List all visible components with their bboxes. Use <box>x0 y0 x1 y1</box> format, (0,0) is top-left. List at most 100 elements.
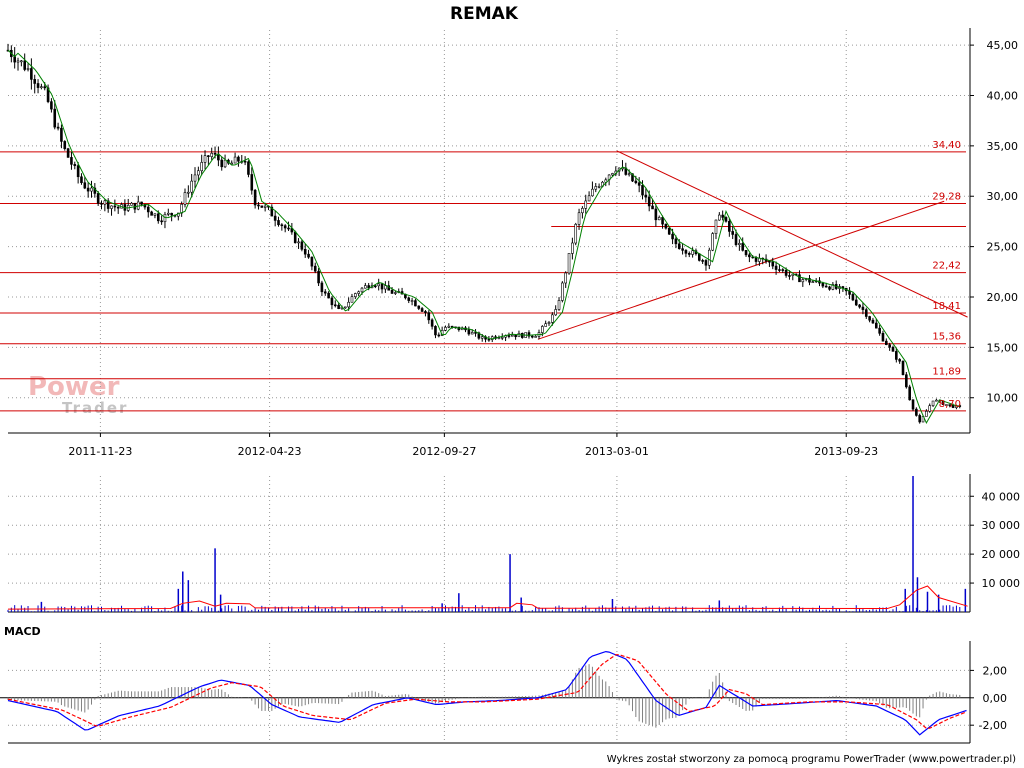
candle-body <box>50 101 53 110</box>
candle-body <box>741 243 745 251</box>
candle-body <box>470 332 474 335</box>
y-tick-label: 45,00 <box>987 39 1019 52</box>
candle-body <box>40 86 43 88</box>
candle-body <box>170 212 173 216</box>
candle-body <box>748 254 751 258</box>
candle-body <box>270 206 274 217</box>
candle-body <box>704 260 708 266</box>
y-tick-label: -2,00 <box>979 719 1007 732</box>
level-label: 15,36 <box>932 332 961 343</box>
candle-body <box>103 200 107 205</box>
candle-body <box>788 275 791 277</box>
candle-body <box>644 194 648 198</box>
candle-body <box>26 68 30 70</box>
candle-body <box>237 156 240 162</box>
candle-body <box>734 234 738 245</box>
candle-body <box>551 314 554 323</box>
candle-body <box>390 289 394 294</box>
candle-body <box>864 309 868 317</box>
candle-body <box>594 186 598 190</box>
candle-body <box>718 214 721 221</box>
candle-body <box>437 334 441 337</box>
candle-body <box>317 270 320 284</box>
candle-body <box>100 203 103 205</box>
candle-body <box>93 187 97 194</box>
candle-body <box>223 159 227 168</box>
candle-body <box>253 189 257 206</box>
candle-body <box>156 213 160 222</box>
candle-body <box>106 200 110 209</box>
candle-body <box>514 334 517 338</box>
candle-body <box>510 334 514 337</box>
candle-body <box>520 333 524 338</box>
candle-body <box>410 300 414 302</box>
candle-body <box>233 156 237 164</box>
candle-body <box>250 174 254 191</box>
candle-body <box>307 253 310 258</box>
candle-body <box>808 278 811 283</box>
candle-body <box>915 408 918 416</box>
trendline <box>616 150 968 318</box>
candle-body <box>631 173 634 182</box>
y-tick-label: 2,00 <box>983 664 1008 677</box>
candle-body <box>945 404 948 406</box>
candle-body <box>824 285 828 288</box>
candle-body <box>33 79 37 84</box>
candle-body <box>634 180 638 184</box>
candle-body <box>500 336 504 339</box>
y-tick-label: 10 000 <box>982 577 1021 590</box>
candle-body <box>407 297 411 301</box>
candle-body <box>885 340 888 346</box>
candle-body <box>868 316 871 321</box>
volume-bars <box>7 476 967 612</box>
candle-body <box>627 173 631 176</box>
candle-body <box>13 56 16 63</box>
candle-body <box>213 152 217 155</box>
candle-body <box>728 221 731 232</box>
footer-credit: Wykres został stworzony za pomocą progra… <box>607 754 1016 765</box>
candle-body <box>417 305 421 309</box>
candle-body <box>330 297 334 306</box>
candle-body <box>798 274 801 283</box>
y-tick-label: 25,00 <box>987 241 1019 254</box>
level-label: 11,89 <box>932 367 961 378</box>
candle-body <box>207 155 210 157</box>
candle-body <box>898 359 901 362</box>
candle-body <box>30 68 33 80</box>
candle-body <box>53 108 57 128</box>
candle-body <box>420 308 424 312</box>
candle-body <box>597 186 601 188</box>
candle-body <box>360 287 364 293</box>
candle-body <box>527 332 531 337</box>
logo-line2: Trader <box>62 399 128 417</box>
candle-body <box>210 152 214 157</box>
candle-body <box>187 191 190 194</box>
candle-body <box>828 286 831 290</box>
candle-body <box>20 60 23 63</box>
price-axis: 45,00 40,00 35,00 30,00 25,00 20,00 15,00 10,00 <box>970 39 1018 405</box>
candle-body <box>86 187 90 192</box>
candle-body <box>544 323 547 327</box>
candle-body <box>230 162 234 165</box>
candle-body <box>664 223 668 229</box>
candle-body <box>744 250 748 256</box>
powertrader-logo: Power Trader <box>28 372 128 417</box>
candle-body <box>928 405 932 412</box>
level-labels: 34,40 29,28 22,42 18,41 15,36 11,89 8,70 <box>932 140 961 410</box>
candle-body <box>681 248 684 251</box>
candle-body <box>711 233 714 251</box>
candle-body <box>791 273 795 276</box>
candle-body <box>56 126 60 129</box>
candle-body <box>320 282 324 293</box>
candle-body <box>534 336 537 338</box>
candle-body <box>561 282 564 301</box>
candle-body <box>337 304 340 310</box>
candle-body <box>858 304 861 308</box>
candle-body <box>677 243 681 249</box>
candle-body <box>287 227 290 230</box>
candle-body <box>374 285 377 288</box>
candle-body <box>350 296 354 303</box>
candle-body <box>63 141 67 149</box>
candle-body <box>821 282 825 287</box>
candle-body <box>661 217 664 225</box>
